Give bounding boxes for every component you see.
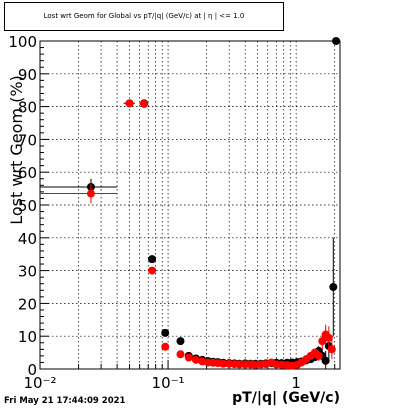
point-marker — [219, 359, 228, 368]
y-tick-label: 100 — [8, 33, 37, 51]
data-point — [123, 99, 135, 108]
x-axis-label: pT/|q| (GeV/c) — [232, 390, 340, 406]
data-point — [176, 337, 185, 346]
data-point — [314, 350, 323, 361]
point-marker — [191, 355, 200, 364]
y-tick-label: 50 — [18, 197, 37, 215]
timestamp: Fri May 21 17:44:09 2021 — [4, 396, 126, 406]
point-marker — [318, 337, 327, 346]
point-marker — [332, 37, 341, 45]
data-point — [176, 350, 185, 359]
point-marker — [125, 99, 134, 108]
y-tick-label: 60 — [18, 164, 37, 182]
data-point — [40, 183, 118, 204]
data-point — [329, 237, 338, 337]
x-tick-label: 1 — [291, 374, 301, 392]
point-marker — [176, 350, 185, 359]
data-point — [161, 342, 170, 351]
data-point — [148, 255, 157, 264]
y-tick-label: 20 — [18, 295, 37, 313]
y-tick-label: 80 — [18, 99, 37, 117]
grid-lines — [40, 41, 340, 369]
y-tick-label: 70 — [18, 131, 37, 149]
y-tick-label: 0 — [27, 361, 37, 379]
y-axis-label: Lost wrt Geom (%) — [7, 75, 26, 225]
point-marker — [161, 328, 170, 337]
point-marker — [148, 255, 157, 264]
point-marker — [235, 360, 244, 369]
point-marker — [327, 345, 336, 354]
data-point — [321, 350, 330, 369]
data-point — [327, 339, 336, 360]
x-tick-label: 10⁻¹ — [152, 374, 185, 392]
point-marker — [184, 353, 193, 362]
point-marker — [329, 283, 338, 291]
data-point — [332, 37, 341, 45]
y-tick-label: 40 — [18, 230, 37, 248]
data-point — [148, 266, 157, 275]
point-marker — [324, 333, 333, 342]
point-marker — [148, 266, 157, 275]
data-point — [219, 359, 228, 368]
axis-ticks — [39, 40, 336, 370]
y-tick-label: 90 — [18, 66, 37, 84]
data-point — [139, 99, 149, 108]
point-marker — [161, 342, 170, 351]
data-point — [324, 326, 333, 350]
point-marker — [86, 189, 95, 198]
data-point — [184, 353, 193, 362]
y-tick-label: 10 — [18, 328, 37, 346]
point-marker — [314, 351, 323, 360]
point-marker — [140, 99, 149, 108]
x-tick-label: 10⁻² — [23, 374, 56, 392]
data-point — [235, 360, 244, 369]
data-marks — [40, 37, 341, 370]
data-point — [191, 355, 200, 364]
y-tick-label: 30 — [18, 263, 37, 281]
tick-labels: 0 10 20 30 40 50 60 70 80 90 100 10⁻² 10⁻¹ 1 — [8, 33, 301, 392]
chart-title: Lost wrt Geom for Global vs pT/|q| (GeV/… — [4, 2, 284, 31]
point-marker — [321, 356, 330, 365]
data-point — [161, 328, 170, 337]
point-marker — [176, 337, 185, 346]
